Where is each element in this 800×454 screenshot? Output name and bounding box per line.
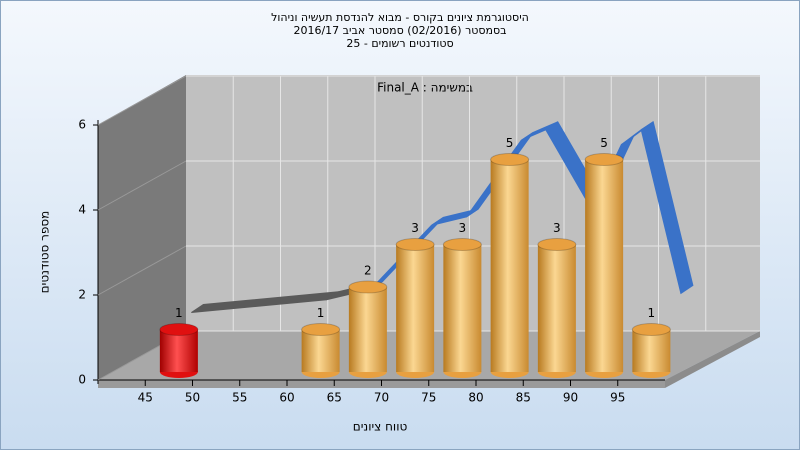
bar bbox=[537, 244, 576, 372]
x-tick-label: 90 bbox=[563, 391, 578, 405]
bar-top bbox=[301, 323, 341, 336]
bar bbox=[490, 159, 529, 372]
bar-top bbox=[537, 238, 577, 251]
bar bbox=[443, 244, 482, 372]
x-tick-label: 50 bbox=[185, 391, 200, 405]
data-label: 1 bbox=[317, 306, 325, 320]
y-tick-label: 6 bbox=[78, 118, 86, 132]
data-label: 5 bbox=[600, 136, 608, 150]
data-label: 5 bbox=[506, 136, 514, 150]
bar-top bbox=[631, 323, 671, 336]
x-tick-label: 95 bbox=[610, 391, 625, 405]
floor-edge bbox=[665, 331, 760, 388]
data-label: 1 bbox=[648, 306, 656, 320]
data-label: 3 bbox=[411, 221, 419, 235]
bar bbox=[348, 287, 387, 372]
bar bbox=[632, 329, 671, 372]
bar-top bbox=[395, 238, 435, 251]
chart-title: סטודנטים רשומים - 25 bbox=[346, 37, 453, 50]
x-tick-label: 55 bbox=[232, 391, 247, 405]
y-tick-label: 0 bbox=[78, 373, 86, 387]
x-tick-label: 85 bbox=[516, 391, 531, 405]
x-tick-label: 80 bbox=[468, 391, 483, 405]
bar-top bbox=[348, 280, 388, 294]
chart-title: היסטוגרמת ציונים בקורס - מבוא להנדסת תעש… bbox=[271, 11, 529, 24]
bar-top bbox=[159, 323, 199, 336]
x-tick-label: 45 bbox=[138, 391, 153, 405]
x-tick-label: 60 bbox=[279, 391, 294, 405]
data-label: 3 bbox=[553, 221, 561, 235]
x-tick-label: 75 bbox=[421, 391, 436, 405]
data-label: 3 bbox=[459, 221, 467, 235]
y-tick-label: 4 bbox=[78, 203, 86, 217]
x-axis-label: טווח ציונים bbox=[353, 420, 408, 434]
bar bbox=[301, 329, 340, 372]
bar bbox=[585, 159, 624, 372]
curve-segment bbox=[640, 120, 694, 295]
data-label: 2 bbox=[364, 264, 372, 278]
grid-line bbox=[97, 160, 187, 211]
data-label: 1 bbox=[175, 306, 183, 320]
x-tick-label: 65 bbox=[327, 391, 342, 405]
y-tick-label: 2 bbox=[78, 288, 86, 302]
bar-top bbox=[442, 238, 482, 251]
y-axis-label: מספר סטודנטים bbox=[38, 211, 52, 294]
annotation: Final_A : במשימה bbox=[377, 81, 473, 95]
bar bbox=[159, 329, 198, 372]
bar-top bbox=[490, 153, 530, 166]
bar bbox=[396, 244, 435, 372]
bar-top bbox=[584, 153, 624, 166]
grid-line bbox=[97, 245, 187, 296]
grid-line bbox=[97, 75, 187, 126]
left-wall bbox=[98, 75, 186, 380]
x-tick-label: 70 bbox=[374, 391, 389, 405]
chart-title: בסמסטר (02/2016) סמסטר אביב 2016/17 bbox=[293, 24, 506, 37]
